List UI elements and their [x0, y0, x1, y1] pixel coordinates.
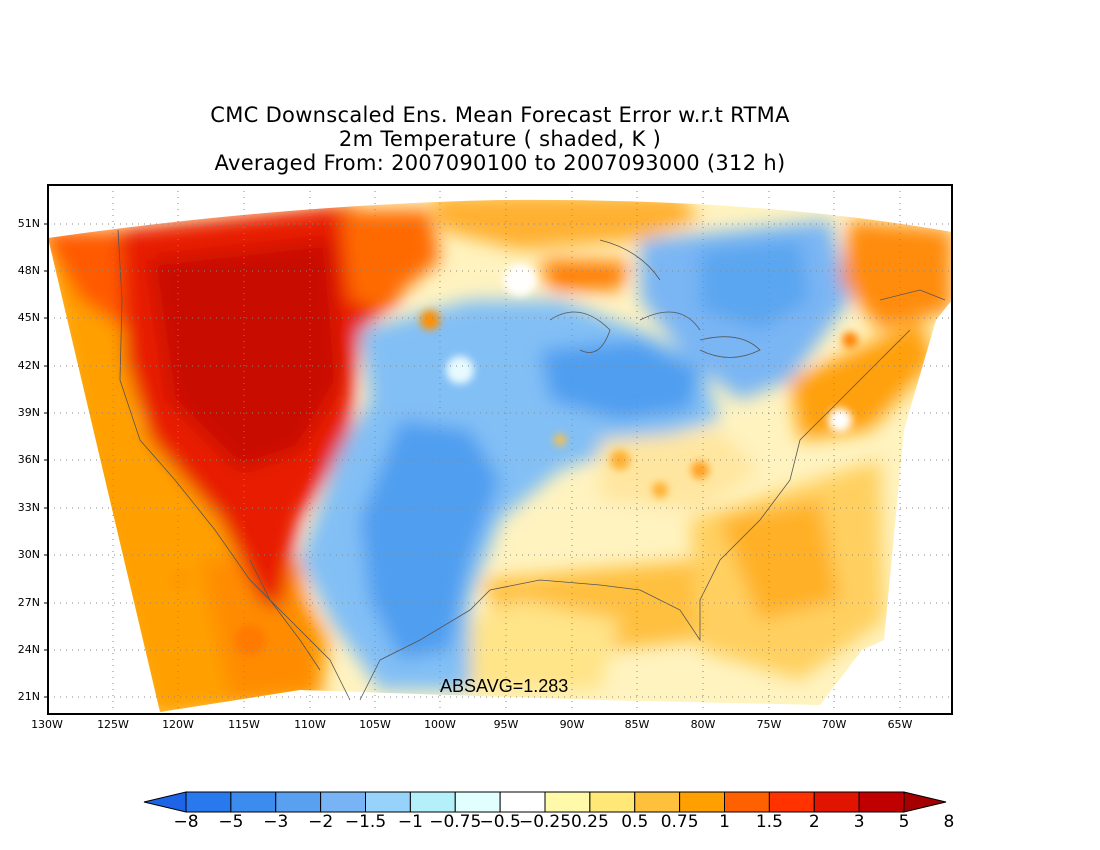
lon-label-75w: 75W	[756, 718, 782, 731]
lat-label-21n: 21N	[17, 690, 40, 703]
colorbar-label: −5	[218, 812, 244, 832]
colorbar-box	[544, 791, 591, 813]
lon-label-115w: 115W	[228, 718, 260, 731]
colorbar-box	[768, 791, 815, 813]
lon-label-125w: 125W	[97, 718, 129, 731]
colorbar-label: 3	[853, 812, 865, 832]
axis-ticks	[44, 223, 48, 698]
lat-label-48n: 48N	[17, 264, 40, 277]
absavg-annotation: ABSAVG=1.283	[440, 676, 569, 696]
lon-label-110w: 110W	[294, 718, 326, 731]
title-line-3: Averaged From: 2007090100 to 2007093000 …	[214, 151, 786, 175]
lat-label-30n: 30N	[17, 548, 40, 561]
colorbar-box	[634, 791, 681, 813]
lon-label-80w: 80W	[690, 718, 716, 731]
colorbar-box	[230, 791, 277, 813]
colorbar-label: −8	[173, 812, 199, 832]
colorbar-label: −1.5	[344, 812, 387, 832]
colorbar-box	[679, 791, 725, 813]
colorbar-label: 2	[808, 812, 820, 832]
grid-lines	[48, 185, 952, 714]
coastlines	[117, 229, 946, 701]
colorbar-label: 0.5	[621, 812, 649, 832]
colorbar-label: 0.75	[660, 812, 699, 832]
colorbar-label: 8	[943, 812, 955, 832]
map-frame	[47, 184, 953, 715]
lon-label-130w: 130W	[31, 718, 63, 731]
lon-label-100w: 100W	[424, 718, 456, 731]
lon-label-120w: 120W	[162, 718, 194, 731]
colorbar-box	[724, 791, 770, 813]
colorbar-label: −0.75	[429, 812, 482, 832]
lat-label-33n: 33N	[17, 501, 40, 514]
colorbar-box	[858, 791, 905, 813]
colorbar-box	[454, 791, 501, 813]
colorbar-label: −1	[397, 812, 423, 832]
lat-label-45n: 45N	[17, 311, 40, 324]
shaded-field	[48, 199, 952, 712]
lat-label-24n: 24N	[17, 643, 40, 656]
lat-label-39n: 39N	[17, 406, 40, 419]
colorbar-box	[499, 791, 546, 813]
colorbar-box	[365, 791, 411, 813]
colorbar-box	[320, 791, 366, 813]
colorbar-box	[813, 791, 860, 813]
colorbar-arrow-left	[143, 791, 187, 813]
colorbar-label: −2	[308, 812, 334, 832]
lat-label-27n: 27N	[17, 596, 40, 609]
title-line-2: 2m Temperature ( shaded, K )	[338, 127, 662, 151]
colorbar-box	[275, 791, 322, 813]
colorbar-arrow-right	[903, 791, 947, 813]
colorbar-label: −0.25	[518, 812, 572, 832]
lat-label-42n: 42N	[17, 359, 40, 372]
title-line-1: CMC Downscaled Ens. Mean Forecast Error …	[210, 103, 790, 127]
colorbar-label: 5	[898, 812, 910, 832]
lat-label-36n: 36N	[17, 453, 40, 466]
lon-label-95w: 95W	[493, 718, 519, 731]
lon-label-85w: 85W	[624, 718, 650, 731]
colorbar-box	[589, 791, 636, 813]
lat-label-51n: 51N	[17, 217, 40, 230]
colorbar-label: 1.5	[755, 812, 783, 832]
colorbar-label: 1	[719, 812, 730, 832]
colorbar-label: 0.25	[570, 812, 609, 832]
colorbar-label: −3	[263, 812, 289, 832]
lon-label-105w: 105W	[359, 718, 391, 731]
lon-label-70w: 70W	[821, 718, 847, 731]
lon-label-90w: 90W	[559, 718, 585, 731]
lon-label-65w: 65W	[887, 718, 913, 731]
colorbar-label: −0.5	[479, 812, 521, 832]
colorbar-box	[409, 791, 456, 813]
colorbar-box	[185, 791, 232, 813]
